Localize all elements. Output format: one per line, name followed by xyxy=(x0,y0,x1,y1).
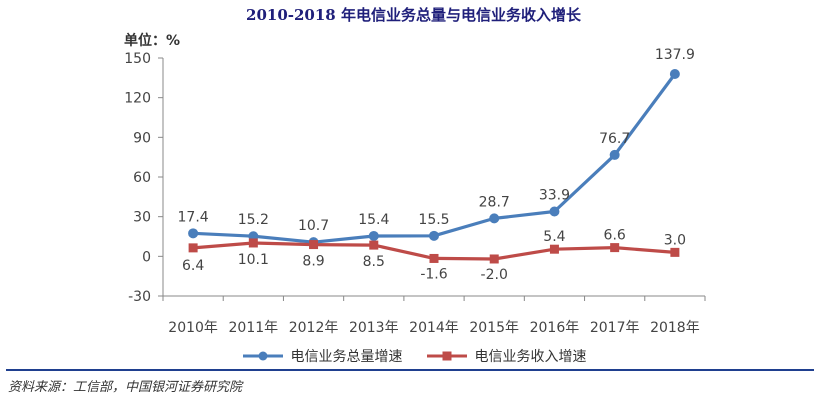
series-1-data-label: 76.7 xyxy=(599,131,630,147)
y-tick-label: 120 xyxy=(124,91,151,107)
series-2-point xyxy=(188,243,198,253)
x-tick-label: 2018年 xyxy=(650,320,700,336)
unit-label: 单位：% xyxy=(124,33,181,49)
x-tick-label: 2017年 xyxy=(590,320,640,336)
series-2-point xyxy=(670,247,680,257)
series-2-point xyxy=(610,243,620,253)
y-tick-label: 90 xyxy=(133,130,151,146)
series-1-data-label: 15.2 xyxy=(238,212,269,228)
legend-label-series-1: 电信业务总量增速 xyxy=(290,349,403,365)
legend-item-series-2: 电信业务收入增速 xyxy=(425,346,587,366)
x-tick-label: 2016年 xyxy=(530,320,580,336)
series-1-data-label: 33.9 xyxy=(539,188,570,204)
legend-marker-series-2 xyxy=(426,351,467,361)
series-2-point xyxy=(309,240,319,250)
y-tick-label: 60 xyxy=(133,170,151,186)
series-1-data-label: 137.9 xyxy=(655,47,695,63)
chart-title: 2010-2018 年电信业务总量与电信业务收入增长 xyxy=(246,6,581,24)
y-tick-label: 0 xyxy=(142,249,151,265)
y-tick-label: 30 xyxy=(133,210,151,226)
series-2-data-label: 8.9 xyxy=(302,254,324,270)
x-tick-label: 2014年 xyxy=(409,320,459,336)
legend-marker-series-1 xyxy=(242,351,283,361)
series-1-point xyxy=(188,228,199,239)
series-1-data-label: 17.4 xyxy=(178,209,209,225)
series-2-point xyxy=(369,240,379,250)
series-1-point xyxy=(368,230,379,241)
series-1-data-label: 15.4 xyxy=(358,212,389,228)
series-1-point xyxy=(429,230,439,241)
y-tick-label: 150 xyxy=(124,51,151,67)
series-2-data-label: 8.5 xyxy=(363,254,385,270)
series-2-point xyxy=(248,238,258,248)
y-tick-label: -30 xyxy=(128,289,151,305)
x-tick-label: 2013年 xyxy=(349,320,399,336)
series-1-point xyxy=(549,206,560,217)
series-2-data-label: 6.4 xyxy=(182,258,204,274)
legend: 电信业务总量增速 电信业务收入增速 xyxy=(0,346,827,366)
series-1-data-label: 28.7 xyxy=(479,194,510,210)
series-2-data-label: 6.6 xyxy=(604,228,626,244)
source-note: 资料来源：工信部，中国银河证券研究院 xyxy=(8,380,243,395)
series-2-data-label: 3.0 xyxy=(664,232,686,248)
series-2-point xyxy=(429,253,439,263)
series-1-point xyxy=(669,68,680,79)
series-1-data-label: 10.7 xyxy=(298,218,329,234)
legend-label-series-2: 电信业务收入增速 xyxy=(474,349,587,365)
x-tick-label: 2010年 xyxy=(168,320,218,336)
x-tick-label: 2012年 xyxy=(289,320,339,336)
line-chart: 150 120 90 60 30 0 -30 2010年 2011年 2012年 2013年 2014… xyxy=(124,47,706,336)
series-2-point xyxy=(489,254,499,264)
series-1-point xyxy=(609,149,620,160)
footer-rule xyxy=(6,369,814,371)
series-1-point xyxy=(489,213,500,224)
x-tick-label: 2011年 xyxy=(229,320,279,336)
series-2-data-label: -2.0 xyxy=(481,267,508,283)
series-2-data-label: -1.6 xyxy=(420,266,447,282)
legend-item-series-1: 电信业务总量增速 xyxy=(241,346,403,366)
series-1-data-label: 15.5 xyxy=(418,212,449,228)
series-2-point xyxy=(549,244,559,254)
series-2-data-label: 5.4 xyxy=(543,229,565,245)
x-tick-label: 2015年 xyxy=(469,320,519,336)
series-2-data-label: 10.1 xyxy=(238,252,269,268)
